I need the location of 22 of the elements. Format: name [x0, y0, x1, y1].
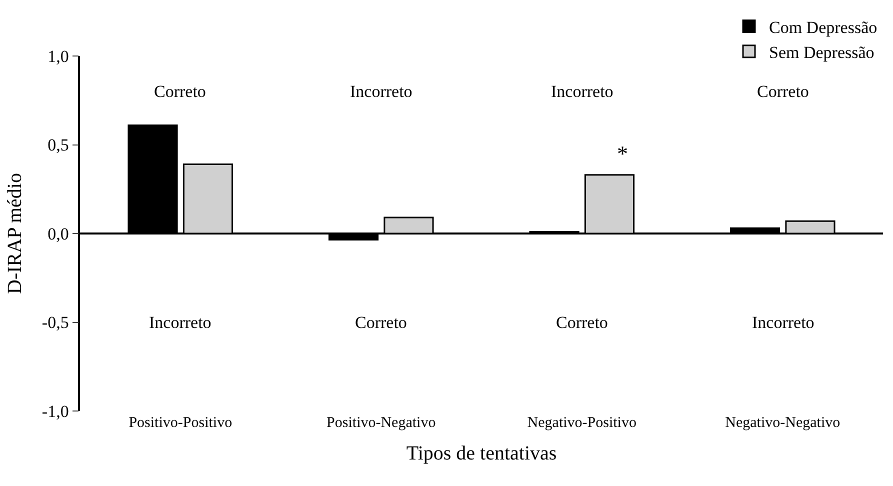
y-tick-label: 1,0	[48, 46, 69, 66]
x-tick-label: Positivo-Negativo	[326, 415, 436, 431]
annotation: Incorreto	[752, 313, 814, 332]
x-tick-label: Positivo-Positivo	[128, 415, 232, 431]
legend-label: Com Depressão	[769, 18, 878, 37]
y-axis-title: D-IRAP médio	[4, 173, 26, 294]
annotation: Incorreto	[350, 82, 412, 101]
y-tick-label: -0,5	[42, 313, 69, 332]
x-tick-label: Negativo-Negativo	[725, 415, 840, 431]
y-tick-label: 0,0	[48, 224, 69, 244]
x-axis-title: Tipos de tentativas	[406, 442, 557, 464]
legend-label: Sem Depressão	[769, 43, 874, 62]
x-tick-label: Negativo-Positivo	[527, 415, 636, 431]
annotation: Incorreto	[149, 313, 212, 332]
annotation: Correto	[757, 82, 809, 101]
y-tick-label: 0,5	[48, 136, 69, 155]
annotation: *	[617, 141, 628, 166]
annotation: Correto	[556, 313, 608, 332]
annotation: Incorreto	[551, 82, 614, 101]
annotation: Correto	[355, 313, 407, 332]
y-tick-label: -1,0	[42, 402, 69, 421]
annotation: Correto	[154, 82, 206, 101]
